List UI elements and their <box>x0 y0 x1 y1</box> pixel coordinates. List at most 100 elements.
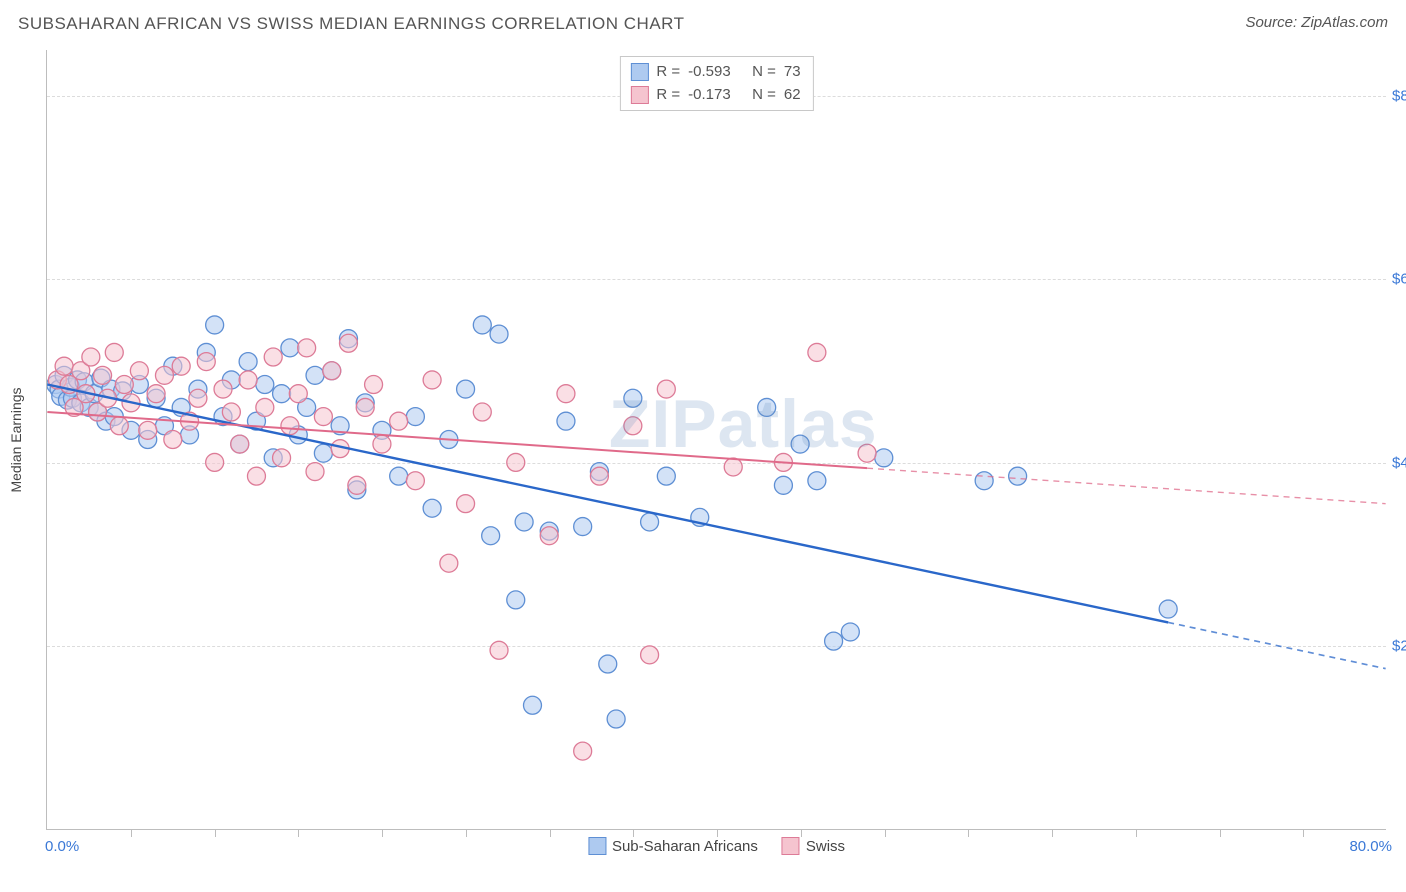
data-point <box>273 385 291 403</box>
data-point <box>281 417 299 435</box>
legend-item-series1: Sub-Saharan Africans <box>588 837 758 855</box>
legend-item-series2: Swiss <box>782 837 845 855</box>
data-point <box>239 353 257 371</box>
data-point <box>239 371 257 389</box>
x-tick <box>1052 829 1053 837</box>
data-point <box>557 385 575 403</box>
stat-r-label-2: R = <box>656 84 680 107</box>
x-max-label: 80.0% <box>1349 838 1392 855</box>
chart-title: SUBSAHARAN AFRICAN VS SWISS MEDIAN EARNI… <box>18 14 685 34</box>
data-point <box>214 380 232 398</box>
x-tick <box>968 829 969 837</box>
data-point <box>206 453 224 471</box>
x-tick <box>550 829 551 837</box>
data-point <box>231 435 249 453</box>
correlation-legend: R = -0.593 N = 73 R = -0.173 N = 62 <box>619 56 813 111</box>
data-point <box>373 435 391 453</box>
data-point <box>515 513 533 531</box>
data-point <box>256 398 274 416</box>
stat-n-value-2: 62 <box>784 84 801 107</box>
stat-r-label-1: R = <box>656 61 680 84</box>
data-point <box>657 380 675 398</box>
data-point <box>164 431 182 449</box>
x-tick <box>801 829 802 837</box>
data-point <box>473 316 491 334</box>
data-point <box>641 513 659 531</box>
data-point <box>306 366 324 384</box>
data-point <box>607 710 625 728</box>
x-tick <box>633 829 634 837</box>
data-point <box>155 366 173 384</box>
data-point <box>1159 600 1177 618</box>
data-point <box>264 348 282 366</box>
data-point <box>110 417 128 435</box>
regression-line-dashed <box>867 468 1386 504</box>
data-point <box>641 646 659 664</box>
y-axis-label: Median Earnings <box>8 387 24 492</box>
data-point <box>423 499 441 517</box>
stat-r-value-2: -0.173 <box>688 84 744 107</box>
x-tick <box>885 829 886 837</box>
data-point <box>365 376 383 394</box>
regression-line-solid <box>47 385 1168 623</box>
data-point <box>406 472 424 490</box>
data-point <box>724 458 742 476</box>
data-point <box>247 467 265 485</box>
data-point <box>507 453 525 471</box>
x-tick <box>466 829 467 837</box>
data-point <box>289 385 307 403</box>
data-point <box>314 444 332 462</box>
data-point <box>657 467 675 485</box>
data-point <box>105 343 123 361</box>
data-point <box>624 389 642 407</box>
data-point <box>574 742 592 760</box>
y-tick-label: $60,000 <box>1392 271 1406 288</box>
stat-r-value-1: -0.593 <box>688 61 744 84</box>
data-point <box>147 385 165 403</box>
swatch-blue-bottom <box>588 837 606 855</box>
data-point <box>423 371 441 389</box>
data-point <box>406 408 424 426</box>
data-point <box>82 348 100 366</box>
data-point <box>172 357 190 375</box>
data-point <box>281 339 299 357</box>
data-point <box>490 325 508 343</box>
data-point <box>590 467 608 485</box>
data-point <box>256 376 274 394</box>
data-point <box>139 421 157 439</box>
data-point <box>507 591 525 609</box>
x-tick <box>382 829 383 837</box>
scatter-svg <box>47 50 1386 829</box>
data-point <box>858 444 876 462</box>
data-point <box>390 412 408 430</box>
data-point <box>473 403 491 421</box>
data-point <box>314 408 332 426</box>
data-point <box>624 417 642 435</box>
data-point <box>574 518 592 536</box>
legend-row-series1: R = -0.593 N = 73 <box>630 61 800 84</box>
swatch-pink-bottom <box>782 837 800 855</box>
x-tick <box>1220 829 1221 837</box>
data-point <box>758 398 776 416</box>
data-point <box>115 376 133 394</box>
data-point <box>440 554 458 572</box>
chart-plot-area: ZIPatlas R = -0.593 N = 73 R = -0.173 N … <box>46 50 1386 830</box>
data-point <box>482 527 500 545</box>
data-point <box>306 463 324 481</box>
swatch-blue <box>630 63 648 81</box>
data-point <box>540 527 558 545</box>
stat-n-label-2: N = <box>752 84 776 107</box>
data-point <box>457 495 475 513</box>
data-point <box>323 362 341 380</box>
x-min-label: 0.0% <box>45 838 79 855</box>
x-tick <box>215 829 216 837</box>
source-label: Source: ZipAtlas.com <box>1245 14 1388 31</box>
data-point <box>557 412 575 430</box>
data-point <box>457 380 475 398</box>
data-point <box>273 449 291 467</box>
data-point <box>356 398 374 416</box>
stat-n-label-1: N = <box>752 61 776 84</box>
data-point <box>390 467 408 485</box>
legend-label-2: Swiss <box>806 838 845 855</box>
regression-line-dashed <box>1168 622 1385 668</box>
